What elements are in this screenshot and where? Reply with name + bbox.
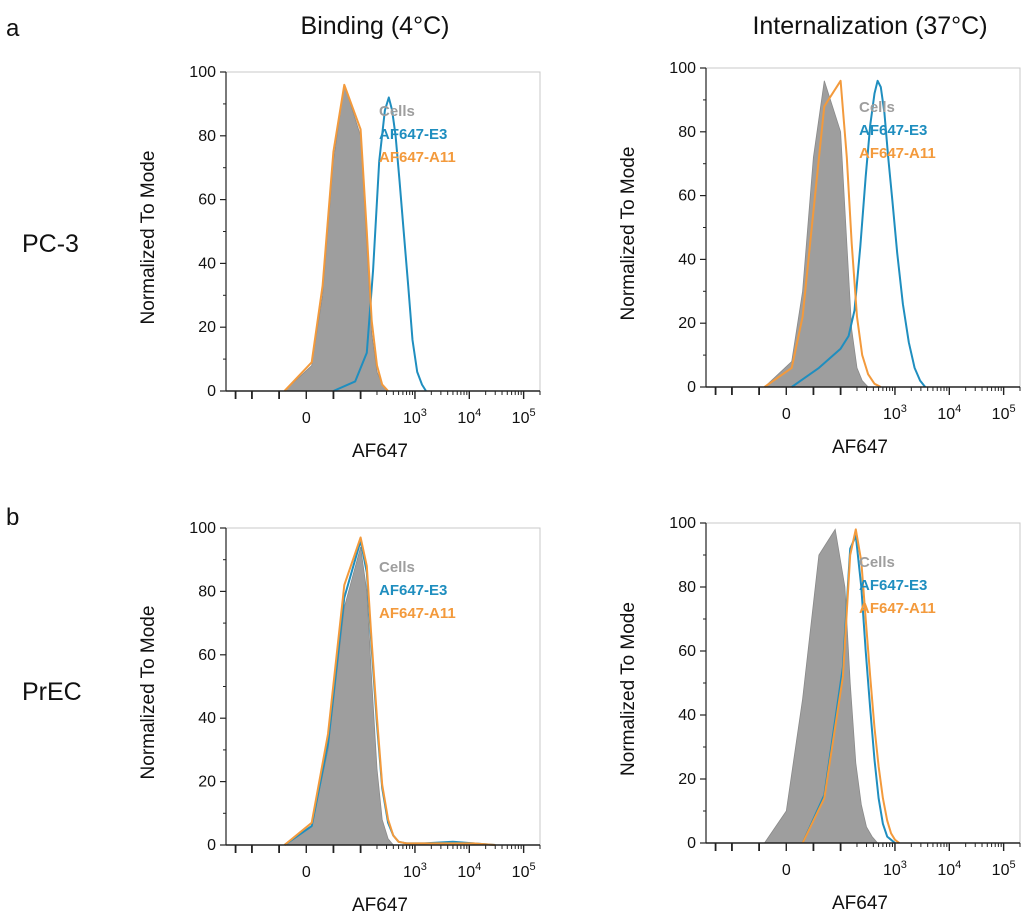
y-tick-label: 20 <box>198 774 216 791</box>
y-axis-label: Normalized To Mode <box>138 151 159 325</box>
x-tick-label: 0 <box>302 864 311 881</box>
y-tick-label: 20 <box>678 315 696 332</box>
legend-entry-af647-a11: AF647-A11 <box>379 605 456 622</box>
y-tick-label: 100 <box>189 64 216 81</box>
legend-entry-cells: Cells <box>859 554 895 571</box>
y-axis-label: Normalized To Mode <box>138 606 159 780</box>
x-tick-label: 0 <box>782 862 791 879</box>
panel-letter-b: b <box>6 504 19 531</box>
x-tick-label: 104 <box>457 861 481 881</box>
series-cells <box>283 546 395 846</box>
x-axis-label: AF647 <box>352 441 408 462</box>
x-tick-label: 105 <box>992 403 1016 423</box>
legend-entry-af647-e3: AF647-E3 <box>859 577 927 594</box>
x-tick-label: 0 <box>782 406 791 423</box>
row-label-pc3: PC-3 <box>22 230 79 258</box>
x-tick-label: 105 <box>992 859 1016 879</box>
series-af647-e3 <box>332 96 427 392</box>
histogram-pc3-binding: 0 20 40 60 80 100 0 103 104 105 AF647 Normalized To… <box>138 64 541 462</box>
x-tick-label: 104 <box>937 403 961 423</box>
legend-entry-af647-e3: AF647-E3 <box>379 582 447 599</box>
y-tick-label: 60 <box>678 188 696 205</box>
histogram-pc3-internalization: 0 20 40 60 80 100 0 103 104 105 AF647 Normalized To… <box>618 60 1021 458</box>
y-tick-label: 100 <box>189 520 216 537</box>
y-tick-label: 80 <box>678 124 696 141</box>
series-af647-a11 <box>763 79 882 388</box>
y-tick-label: 20 <box>198 319 216 336</box>
y-tick-label: 60 <box>678 643 696 660</box>
x-tick-label: 105 <box>512 407 536 427</box>
y-tick-label: 40 <box>198 255 216 272</box>
series-af647-a11 <box>283 536 496 846</box>
legend-entry-af647-a11: AF647-A11 <box>859 600 936 617</box>
y-tick-label: 40 <box>678 251 696 268</box>
y-tick-label: 40 <box>678 707 696 724</box>
x-axis-label: AF647 <box>832 437 888 458</box>
column-title-internalization: Internalization (37°C) <box>752 12 987 40</box>
y-tick-label: 0 <box>207 383 216 400</box>
y-tick-label: 60 <box>198 192 216 209</box>
histogram-prec-binding: 0 20 40 60 80 100 0 103 104 105 AF647 Normalized To… <box>138 520 541 915</box>
x-tick-label: 103 <box>403 407 427 427</box>
series-cells <box>763 528 879 844</box>
y-tick-label: 40 <box>198 710 216 727</box>
y-tick-label: 80 <box>198 128 216 145</box>
series-af647-a11 <box>283 83 389 392</box>
y-axis-label: Normalized To Mode <box>618 147 639 321</box>
legend-entry-af647-a11: AF647-A11 <box>379 149 456 166</box>
y-tick-label: 80 <box>678 579 696 596</box>
y-tick-label: 100 <box>669 515 696 532</box>
series-af647-e3 <box>791 79 926 388</box>
y-axis-label: Normalized To Mode <box>618 602 639 776</box>
legend-entry-af647-e3: AF647-E3 <box>859 122 927 139</box>
legend-entry-cells: Cells <box>379 103 415 120</box>
y-tick-label: 0 <box>687 379 696 396</box>
x-tick-label: 0 <box>302 410 311 427</box>
row-label-prec: PrEC <box>22 678 82 706</box>
series-cells <box>763 80 870 388</box>
column-title-binding: Binding (4°C) <box>301 12 450 40</box>
y-tick-label: 100 <box>669 60 696 77</box>
y-tick-label: 20 <box>678 771 696 788</box>
y-tick-label: 60 <box>198 647 216 664</box>
histogram-prec-internalization: 0 20 40 60 80 100 0 103 104 105 AF647 Normalized To… <box>618 515 1021 914</box>
series-af647-a11 <box>801 528 900 844</box>
x-tick-label: 103 <box>883 859 907 879</box>
x-tick-label: 104 <box>937 859 961 879</box>
y-tick-label: 0 <box>207 837 216 854</box>
legend-entry-af647-e3: AF647-E3 <box>379 126 447 143</box>
x-tick-label: 103 <box>403 861 427 881</box>
y-tick-label: 0 <box>687 835 696 852</box>
x-axis-label: AF647 <box>832 893 888 914</box>
legend-entry-af647-a11: AF647-A11 <box>859 145 936 162</box>
x-tick-label: 105 <box>512 861 536 881</box>
panel-letter-a: a <box>6 15 20 42</box>
legend-entry-cells: Cells <box>379 559 415 576</box>
x-axis-label: AF647 <box>352 895 408 915</box>
y-tick-label: 80 <box>198 583 216 600</box>
x-tick-label: 104 <box>457 407 481 427</box>
legend-entry-cells: Cells <box>859 99 895 116</box>
x-tick-label: 103 <box>883 403 907 423</box>
